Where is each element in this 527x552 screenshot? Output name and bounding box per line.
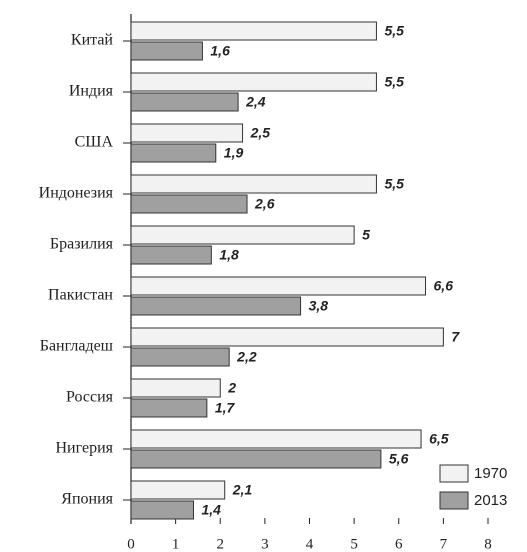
bar [130,378,221,398]
category-label: Япония [61,491,113,508]
value-label: 2,2 [236,349,257,365]
value-label: 6,5 [429,431,449,447]
bar [130,174,377,194]
legend-swatch [439,491,469,510]
value-label: 5,5 [384,176,404,192]
value-label: 2,4 [245,94,266,110]
x-tick-label: 5 [350,536,358,552]
x-tick-label: 0 [127,536,135,552]
value-label: 1,9 [224,145,244,161]
bar [130,194,248,214]
category-label: Индия [69,83,114,100]
category-label: Россия [66,389,114,406]
bar [130,123,244,143]
value-label: 2 [227,380,236,396]
legend-label: 1970 [474,465,507,482]
value-label: 2,5 [250,125,271,141]
value-label: 5 [362,227,370,243]
value-label: 3,8 [309,298,329,314]
bar [130,92,239,112]
bar [130,296,302,316]
category-label: Бразилия [50,236,114,253]
bar [130,449,382,469]
category-label: США [75,134,114,151]
bar [130,276,427,296]
value-label: 2,6 [254,196,275,212]
value-label: 7 [451,329,460,345]
value-label: 5,5 [384,23,404,39]
bar [130,72,377,92]
bar [130,143,217,163]
category-label: Бангладеш [40,338,114,355]
bar [130,398,208,418]
value-label: 5,6 [389,451,409,467]
x-tick-label: 8 [484,536,492,552]
bar [130,429,422,449]
category-label: Китай [71,32,114,49]
x-tick-label: 1 [172,536,180,552]
x-tick-label: 4 [306,536,314,552]
value-label: 1,6 [210,43,230,59]
value-label: 1,7 [215,400,236,416]
bar [130,327,444,347]
value-label: 5,5 [384,74,404,90]
bar [130,347,230,367]
value-label: 6,6 [434,278,454,294]
bar [130,225,355,245]
value-label: 2,1 [232,482,253,498]
x-tick-label: 3 [261,536,269,552]
category-label: Нигерия [56,440,114,457]
x-tick-label: 6 [395,536,403,552]
bar [130,500,194,520]
bar [130,41,203,61]
bar [130,245,212,265]
legend-swatch [439,464,469,483]
bar [130,480,226,500]
value-label: 1,8 [219,247,239,263]
x-tick-label: 2 [217,536,225,552]
x-tick-label: 7 [440,536,448,552]
bar [130,21,377,41]
category-label: Пакистан [48,287,113,304]
value-label: 1,4 [201,502,221,518]
legend-label: 2013 [474,492,507,509]
category-label: Индонезия [39,185,114,202]
